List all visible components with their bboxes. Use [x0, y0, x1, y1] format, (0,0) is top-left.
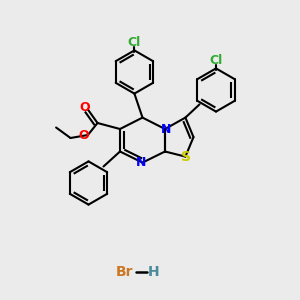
Text: Cl: Cl: [128, 35, 141, 49]
Text: Br: Br: [116, 265, 133, 278]
Text: N: N: [161, 122, 172, 136]
Text: O: O: [78, 129, 89, 142]
Text: Cl: Cl: [209, 53, 223, 67]
Text: N: N: [136, 156, 146, 169]
Text: S: S: [181, 150, 191, 164]
Text: H: H: [148, 265, 160, 278]
Text: O: O: [79, 100, 90, 114]
